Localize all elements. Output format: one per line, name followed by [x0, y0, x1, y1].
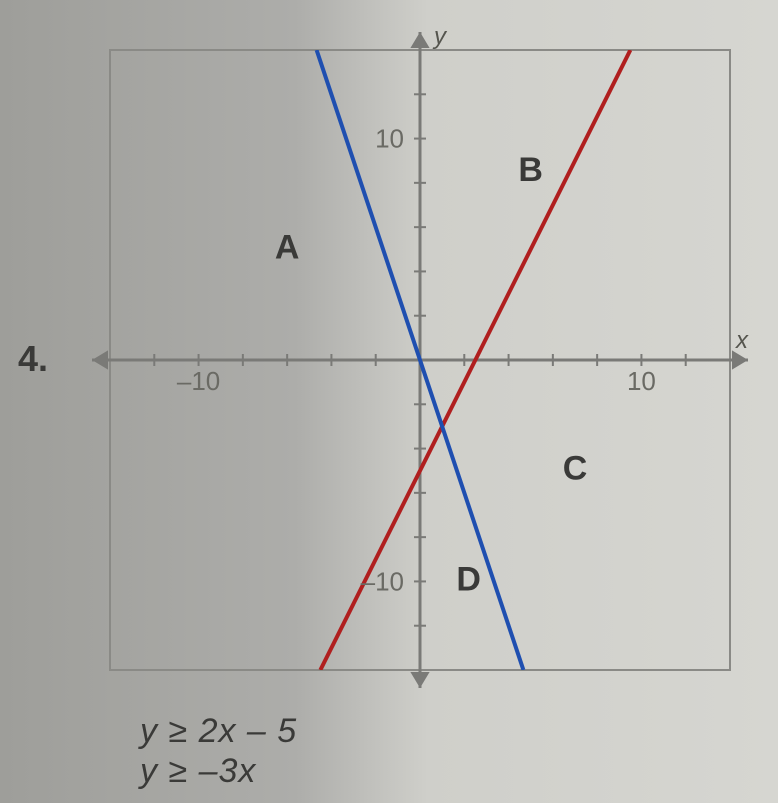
ineq1-lhs: y	[140, 712, 158, 750]
y-axis-label: y	[432, 23, 448, 50]
page: { "problem_number": "4.", "chart": { "ty…	[0, 0, 778, 803]
y-tick-label-pos: 10	[375, 124, 404, 154]
problem-number: 4.	[18, 338, 48, 380]
y-tick-label-neg: –10	[361, 566, 404, 596]
region-label-d: D	[456, 560, 481, 598]
region-label-b: B	[518, 151, 543, 189]
ineq2-lhs: y	[140, 752, 158, 790]
inequality-1: y ≥ 2x – 5	[140, 712, 297, 751]
coordinate-chart: –10 10 10 –10 y x A B C D	[80, 20, 760, 700]
ineq1-rhs: 2x – 5	[199, 712, 298, 750]
x-axis-label: x	[735, 327, 749, 354]
region-label-a: A	[275, 228, 300, 266]
inequality-2: y ≥ –3x	[140, 752, 256, 791]
x-arrow-left	[92, 350, 108, 369]
x-tick-label-neg: –10	[177, 366, 220, 396]
ineq2-rhs: –3x	[199, 752, 257, 790]
ineq1-op: ≥	[168, 712, 188, 750]
y-arrow-up	[410, 32, 429, 48]
x-tick-label-pos: 10	[627, 366, 656, 396]
chart-svg: –10 10 10 –10 y x A B C D	[80, 20, 760, 700]
region-label-c: C	[563, 450, 588, 488]
y-arrow-down	[410, 672, 429, 688]
ineq2-op: ≥	[168, 752, 188, 790]
